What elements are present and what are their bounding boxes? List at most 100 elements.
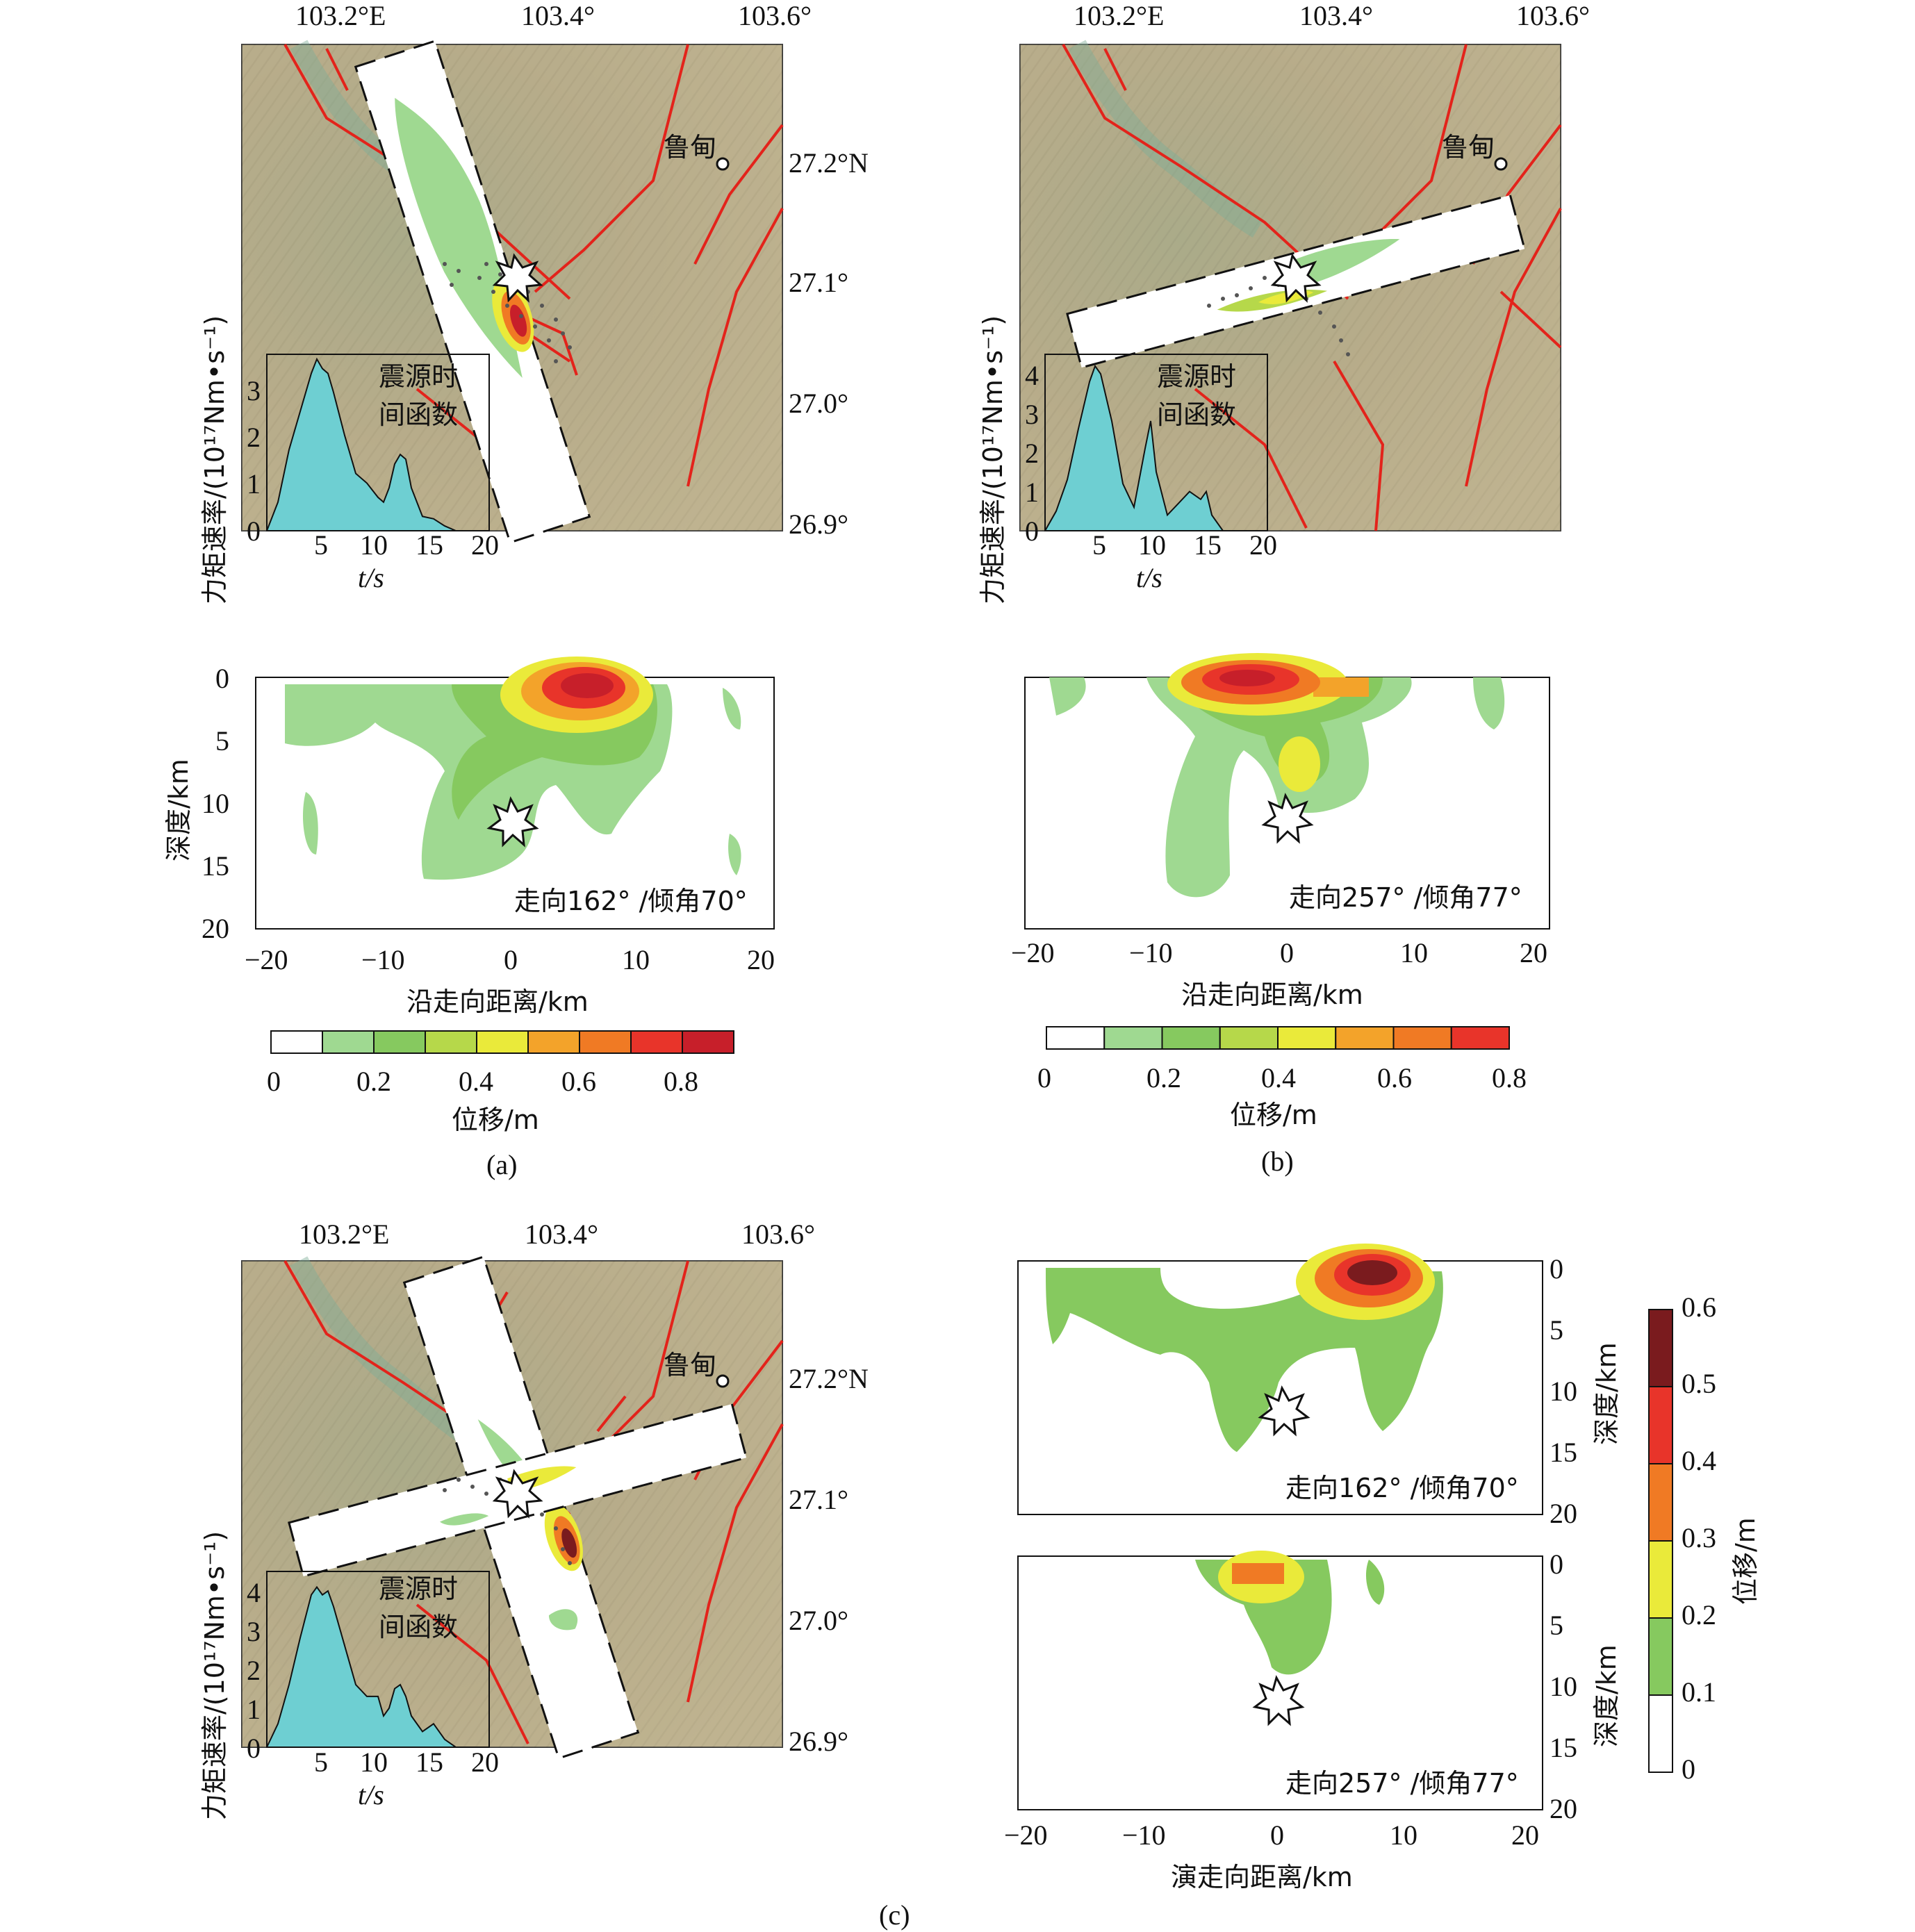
cb-c-tick-2: 0.4 [1682, 1445, 1716, 1476]
cb-a-tick-1: 0.2 [356, 1066, 391, 1097]
panel-b-map: 鲁甸 103.2°E 103.4° 103.6° 震源时 间函数 0 1 2 3… [978, 0, 1590, 604]
epicenter-star-c [492, 1469, 543, 1519]
slip-c1-ylabel: 深度/km [1591, 1342, 1622, 1445]
cb-b-tick-4: 0.8 [1492, 1062, 1527, 1093]
stf-inset-a: 震源时 间函数 0 1 2 3 5 10 15 20 t/s 力矩速率/(10¹… [199, 315, 499, 604]
cb-c-tick-3: 0.3 [1682, 1522, 1716, 1553]
slip-c1-ytick-0: 0 [1550, 1253, 1563, 1285]
cb-b-cell-2 [1161, 1026, 1221, 1050]
panel-a-map: 鲁甸 103.2°E 103.4° 103.6° 27.2°N 27.1° 27… [199, 0, 869, 604]
panel-a-slip: 走向162° /倾角70° 0 5 10 15 20 深度/km −20 −10… [163, 657, 775, 1017]
lon-label-a-1: 103.4° [521, 0, 595, 31]
lat-label-c-1: 27.1° [789, 1484, 848, 1515]
cb-b-cell-3 [1219, 1026, 1279, 1050]
colorbar-b: 0 0.2 0.4 0.6 0.8 位移/m (b) [1037, 1026, 1527, 1177]
slip-c2-ytick-3: 15 [1550, 1732, 1577, 1763]
lon-label-a-2: 103.6° [738, 0, 812, 31]
stf-xtick-c-3: 20 [471, 1747, 499, 1778]
stf-label-b-l1: 震源时 [1157, 361, 1236, 392]
slip-a-xtick-3: 10 [622, 944, 650, 975]
colorbar-a: 0 0.2 0.4 0.6 0.8 位移/m (a) [267, 1030, 734, 1180]
slip-b-xtick-2: 0 [1280, 937, 1294, 968]
town-marker-b [1494, 157, 1508, 171]
stf-ytick-a-0: 0 [247, 515, 261, 547]
slip-c2-xtick-4: 20 [1511, 1819, 1539, 1851]
slip-b-green [1049, 677, 1086, 716]
slip-a-small3 [728, 834, 741, 875]
stf-ytick-c-0: 0 [247, 1733, 261, 1764]
stf-area-b [1044, 364, 1224, 531]
slip-b-xtick-1: −10 [1129, 937, 1173, 968]
caption-c: (c) [879, 1899, 910, 1931]
cb-b-cell-4 [1277, 1026, 1337, 1050]
cb-c-cell-2 [1648, 1463, 1673, 1542]
lat-label-a-2: 27.0° [789, 388, 848, 419]
panel-c-slip-top: 走向162° /倾角70° 0 5 10 15 20 深度/km [1017, 1244, 1622, 1529]
stf-label-b-l2: 间函数 [1157, 399, 1236, 430]
stf-inset-b: 震源时 间函数 0 1 2 3 4 5 10 15 20 t/s 力矩速率/(1… [978, 315, 1277, 604]
slip-a-hypo-star [486, 796, 539, 848]
slip-b-xtick-3: 10 [1400, 937, 1428, 968]
stf-ytick-c-2: 2 [247, 1655, 261, 1686]
town-label-a: 鲁甸 [664, 132, 716, 163]
slip-b-xlabel: 沿走向距离/km [1181, 980, 1363, 1010]
cb-a-cell-0 [270, 1030, 323, 1054]
slip-a-ytick-2: 10 [202, 788, 229, 819]
slip-b-red2 [1219, 670, 1275, 686]
slip-c1-ytick-3: 15 [1550, 1437, 1577, 1468]
cb-b-tick-0: 0 [1037, 1062, 1051, 1093]
slip-c2-xlabel: 演走向距离/km [1171, 1862, 1353, 1892]
lat-label-a-1: 27.1° [789, 267, 848, 298]
slip-a-xtick-4: 20 [747, 944, 775, 975]
cb-a-cell-5 [527, 1030, 580, 1054]
slip-a-xtick-1: −10 [361, 944, 405, 975]
lat-label-a-0: 27.2°N [789, 147, 869, 179]
stf-label-c-l2: 间函数 [379, 1612, 458, 1642]
cb-a-label: 位移/m [452, 1105, 539, 1135]
river-valley-b [1068, 40, 1263, 238]
river-valley-c [290, 1256, 485, 1454]
lon-label-c-1: 103.4° [525, 1219, 598, 1250]
slip-b-yellow2 [1279, 736, 1320, 792]
lon-label-b-2: 103.6° [1516, 0, 1590, 31]
slip-c1-ytick-1: 5 [1550, 1314, 1563, 1346]
stf-ytick-b-2: 2 [1025, 438, 1039, 469]
stf-xlabel-b: t/s [1136, 562, 1162, 593]
cb-c-tick-6: 0 [1682, 1753, 1695, 1785]
stf-ytick-c-3: 3 [247, 1616, 261, 1647]
slip-c1-annotation: 走向162° /倾角70° [1285, 1473, 1519, 1503]
stf-label-c-l1: 震源时 [379, 1574, 458, 1604]
cb-b-tick-3: 0.6 [1377, 1062, 1412, 1093]
stf-xtick-c-2: 15 [416, 1747, 443, 1778]
cb-b-cell-5 [1335, 1026, 1395, 1050]
slip-a-xtick-0: −20 [245, 944, 288, 975]
town-label-b: 鲁甸 [1442, 132, 1495, 163]
stf-xtick-a-0: 5 [314, 529, 328, 561]
slip-c2-ylabel: 深度/km [1591, 1644, 1622, 1747]
panel-b-slip: 走向257° /倾角77° −20 −10 0 10 20 沿走向距离/km [1011, 653, 1550, 1010]
stf-ytick-b-1: 1 [1025, 477, 1039, 508]
slip-a-ytick-1: 5 [215, 725, 229, 757]
stf-ytick-b-0: 0 [1025, 515, 1039, 547]
cb-b-cell-6 [1392, 1026, 1452, 1050]
caption-b: (b) [1261, 1146, 1294, 1177]
cb-b-cell-1 [1103, 1026, 1163, 1050]
slip-a-ytick-4: 20 [202, 913, 229, 944]
stf-xtick-a-1: 10 [360, 529, 388, 561]
stf-xtick-c-0: 5 [314, 1747, 328, 1778]
stf-inset-c: 震源时 间函数 0 1 2 3 4 5 10 15 20 t/s 力矩速率/(1… [199, 1531, 499, 1820]
cb-a-cell-8 [682, 1030, 734, 1054]
stf-xtick-a-3: 20 [471, 529, 499, 561]
stf-area-c [265, 1585, 467, 1748]
slip-c2-annotation: 走向257° /倾角77° [1285, 1768, 1519, 1799]
lon-label-b-0: 103.2°E [1074, 0, 1164, 31]
epicenter-star-a [492, 253, 543, 303]
slip-b-annotation: 走向257° /倾角77° [1289, 882, 1522, 913]
slip-a-xlabel: 沿走向距离/km [406, 986, 589, 1017]
slip-c1-darkred [1347, 1260, 1397, 1285]
slip-c2-xtick-1: −10 [1122, 1819, 1166, 1851]
stf-ytick-b-4: 4 [1025, 360, 1039, 391]
colorbar-c: 0.6 0.5 0.4 0.3 0.2 0.1 0 位移/m [1648, 1291, 1761, 1785]
slip-b-xtick-4: 20 [1520, 937, 1547, 968]
slip-a-ytick-3: 15 [202, 850, 229, 882]
